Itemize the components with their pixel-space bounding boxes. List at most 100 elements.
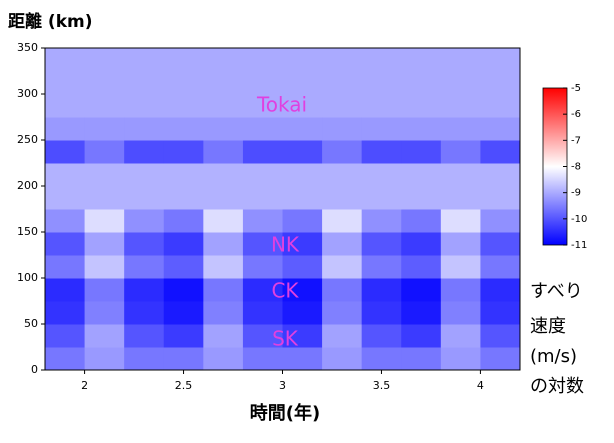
heat-cell: [282, 301, 323, 325]
heat-cell: [480, 140, 521, 164]
heat-cell: [282, 324, 323, 348]
heat-cell: [322, 347, 363, 371]
heat-cell: [45, 117, 86, 141]
heat-cell: [322, 278, 363, 302]
heat-cell: [282, 186, 323, 210]
heat-cell: [440, 209, 481, 233]
colorbar-tick-label: -9: [571, 188, 581, 199]
heat-cell: [242, 347, 283, 371]
heat-cell: [242, 94, 283, 118]
heat-cell: [203, 278, 244, 302]
colorbar-tick-label: -11: [571, 240, 587, 251]
heat-cell: [440, 324, 481, 348]
heat-cell: [361, 163, 402, 187]
heat-cell: [242, 232, 283, 256]
heat-cell: [440, 71, 481, 95]
heat-cell: [401, 163, 442, 187]
heat-cell: [282, 71, 323, 95]
heat-cell: [440, 117, 481, 141]
heat-cell: [163, 186, 204, 210]
annotation: SK: [272, 327, 299, 351]
heat-cell: [401, 71, 442, 95]
heat-cell: [401, 140, 442, 164]
heat-cell: [163, 278, 204, 302]
heat-cell: [401, 278, 442, 302]
heat-cell: [440, 94, 481, 118]
x-axis-label: 時間(年): [250, 402, 320, 424]
heat-cell: [163, 163, 204, 187]
heat-cell: [45, 186, 86, 210]
heat-cell: [84, 278, 125, 302]
y-tick-label: 300: [17, 87, 38, 100]
colorbar-label: 速度: [530, 316, 566, 337]
heat-cell: [163, 71, 204, 95]
heat-cell: [282, 140, 323, 164]
heat-cell: [163, 301, 204, 325]
heat-cell: [480, 71, 521, 95]
heat-cell: [45, 255, 86, 279]
heat-cell: [480, 324, 521, 348]
heat-cell: [440, 48, 481, 72]
heat-cell: [124, 255, 165, 279]
heat-cell: [242, 48, 283, 72]
heat-cell: [480, 301, 521, 325]
heat-cell: [163, 347, 204, 371]
heat-cell: [124, 209, 165, 233]
heat-cell: [440, 301, 481, 325]
heat-cell: [84, 301, 125, 325]
colorbar-tick-label: -7: [571, 135, 581, 146]
heat-cell: [45, 209, 86, 233]
heat-cell: [163, 140, 204, 164]
heat-cell: [401, 186, 442, 210]
heat-cell: [322, 117, 363, 141]
heat-cell: [322, 255, 363, 279]
heat-cell: [124, 186, 165, 210]
colorbar-label: の対数: [530, 376, 584, 397]
x-tick-label: 2: [81, 379, 88, 392]
colorbar-tick-label: -10: [571, 214, 587, 225]
heat-cell: [282, 117, 323, 141]
y-tick-label: 50: [24, 317, 38, 330]
heat-cell: [401, 232, 442, 256]
heat-cell: [84, 94, 125, 118]
heat-cell: [361, 255, 402, 279]
heat-cell: [361, 140, 402, 164]
heat-cell: [480, 209, 521, 233]
heat-cell: [84, 140, 125, 164]
heat-cell: [84, 232, 125, 256]
heat-cell: [163, 255, 204, 279]
heat-cell: [84, 347, 125, 371]
heat-cell: [361, 347, 402, 371]
heat-cell: [401, 94, 442, 118]
heat-cell: [124, 140, 165, 164]
heat-cell: [440, 163, 481, 187]
heat-cell: [480, 94, 521, 118]
heat-cell: [242, 140, 283, 164]
heat-cell: [480, 163, 521, 187]
heat-cell: [203, 140, 244, 164]
heat-cell: [45, 94, 86, 118]
heat-cell: [45, 347, 86, 371]
colorbar-tick-label: -8: [571, 162, 581, 173]
heat-cell: [203, 186, 244, 210]
heat-cell: [163, 94, 204, 118]
heat-cell: [282, 232, 323, 256]
heat-cell: [322, 324, 363, 348]
heat-cell: [242, 278, 283, 302]
heat-cell: [401, 255, 442, 279]
heat-cell: [282, 347, 323, 371]
heat-cell: [84, 186, 125, 210]
heat-cell: [45, 324, 86, 348]
heat-cell: [124, 347, 165, 371]
heat-cell: [203, 324, 244, 348]
colorbar-tick-label: -5: [571, 83, 581, 94]
heat-cell: [480, 232, 521, 256]
heat-cell: [401, 209, 442, 233]
heat-cell: [440, 186, 481, 210]
heat-cell: [203, 255, 244, 279]
heat-cell: [203, 301, 244, 325]
y-tick-label: 150: [17, 225, 38, 238]
heat-cell: [84, 71, 125, 95]
x-tick-label: 3.5: [373, 379, 391, 392]
heat-cell: [124, 71, 165, 95]
